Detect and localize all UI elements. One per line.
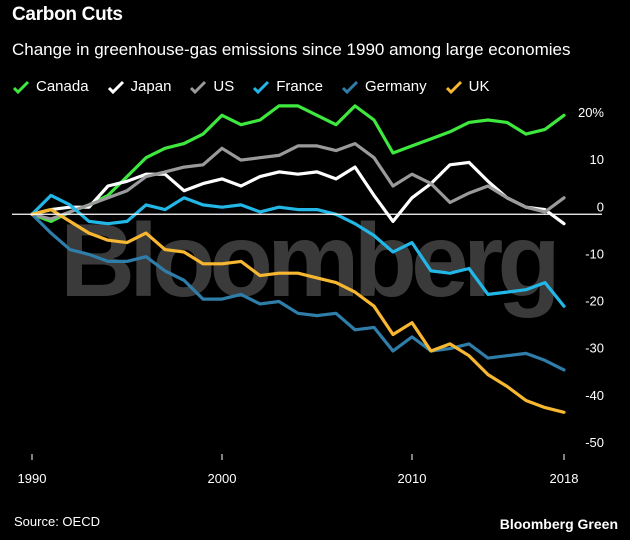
x-tick-label: 2000 — [208, 471, 237, 486]
legend-label: Japan — [130, 78, 172, 95]
y-tick-label: -20 — [585, 294, 604, 309]
y-tick-label: -30 — [585, 341, 604, 356]
checkmark-icon — [190, 80, 207, 94]
series-line-germany — [30, 212, 566, 372]
legend-item-uk: UK — [445, 78, 490, 95]
y-tick-label: 10 — [590, 152, 604, 167]
legend-item-canada: Canada — [12, 78, 89, 95]
series-line-uk — [30, 208, 566, 414]
legend-label: Canada — [36, 78, 89, 95]
series-line-japan — [30, 160, 566, 226]
chart-subtitle: Change in greenhouse-gas emissions since… — [12, 40, 571, 59]
y-tick-label: 20% — [578, 105, 604, 120]
checkmark-icon — [12, 80, 30, 94]
chart-title: Carbon Cuts — [12, 4, 123, 25]
brand-logo: Bloomberg Green — [499, 516, 618, 532]
x-tick-label: 2018 — [550, 471, 579, 486]
legend-label: Germany — [364, 78, 427, 95]
series-line-france — [30, 193, 566, 308]
legend-label: France — [276, 78, 323, 95]
checkmark-icon — [341, 80, 359, 94]
legend-label: UK — [468, 78, 490, 95]
legend-item-us: US — [189, 78, 234, 95]
checkmark-icon — [445, 80, 462, 94]
legend-item-japan: Japan — [107, 78, 172, 95]
checkmark-icon — [107, 80, 124, 94]
y-tick-label: -40 — [585, 388, 604, 403]
y-tick-label: -10 — [585, 246, 604, 261]
watermark-text: Bloomberg — [60, 203, 555, 319]
y-tick-label: -50 — [585, 435, 604, 450]
series-line-us — [30, 142, 566, 221]
y-tick-label: 0 — [597, 199, 604, 214]
x-tick-label: 1990 — [18, 471, 47, 486]
legend-label: US — [213, 78, 235, 95]
legend-item-germany: Germany — [341, 78, 427, 95]
legend-item-france: France — [252, 78, 323, 95]
checkmark-icon — [253, 80, 270, 94]
legend: Canada Japan US France Germany UK — [12, 78, 507, 95]
x-tick-label: 2010 — [398, 471, 427, 486]
source-note: Source: OECD — [14, 514, 100, 529]
